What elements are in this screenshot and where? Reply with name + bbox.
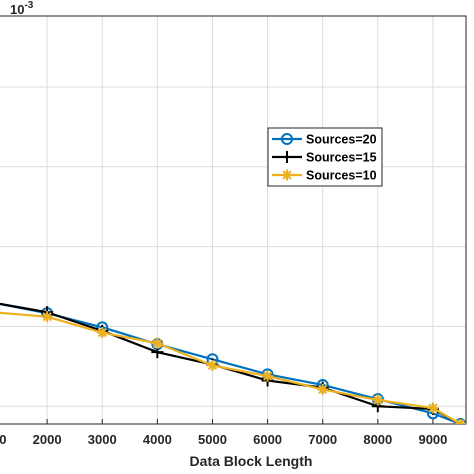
x-tick-label: 4000 — [143, 432, 172, 447]
x-tick-label: 2000 — [33, 432, 62, 447]
data-point — [151, 337, 163, 349]
data-point — [281, 151, 293, 163]
data-point — [281, 169, 293, 181]
data-point — [372, 394, 384, 406]
series-line — [0, 302, 461, 424]
data-point — [262, 370, 274, 382]
legend-label: Sources=15 — [306, 151, 377, 165]
data-point — [281, 133, 293, 145]
x-tick-label: 7000 — [308, 432, 337, 447]
legend-item: Sources=10 — [272, 169, 377, 183]
legend-label: Sources=10 — [306, 169, 377, 183]
data-point — [41, 311, 53, 323]
x-tick-label: 1000 — [0, 432, 6, 447]
series-asterisk — [0, 311, 466, 424]
x-tick-label: 6000 — [253, 432, 282, 447]
x-tick-label: 8000 — [363, 432, 392, 447]
data-point — [206, 359, 218, 371]
y-multiplier-base: 10 — [10, 2, 24, 17]
x-axis-ticks: 1000 2000 3000 4000 5000 6000 7000 8000 9000 — [0, 419, 447, 447]
x-tick-label: 9000 — [418, 432, 447, 447]
series-layer — [0, 302, 467, 424]
data-point — [317, 383, 329, 395]
plot-area-frame — [0, 15, 467, 425]
data-point — [96, 327, 108, 339]
y-multiplier-exponent: -3 — [24, 0, 33, 11]
x-axis-title: Data Block Length — [190, 453, 313, 469]
legend-label: Sources=20 — [306, 133, 377, 147]
grid-lines — [0, 16, 466, 424]
legend-item: Sources=20 — [272, 133, 377, 147]
y-multiplier-label: 10-3 — [10, 0, 34, 17]
legend-item: Sources=15 — [272, 151, 377, 165]
series-line — [0, 302, 462, 424]
x-tick-label: 3000 — [88, 432, 117, 447]
legend: Sources=20 Sources=15 Sources=10 — [267, 127, 383, 187]
x-tick-label: 5000 — [198, 432, 227, 447]
series-line — [0, 311, 462, 424]
data-point — [427, 402, 439, 414]
